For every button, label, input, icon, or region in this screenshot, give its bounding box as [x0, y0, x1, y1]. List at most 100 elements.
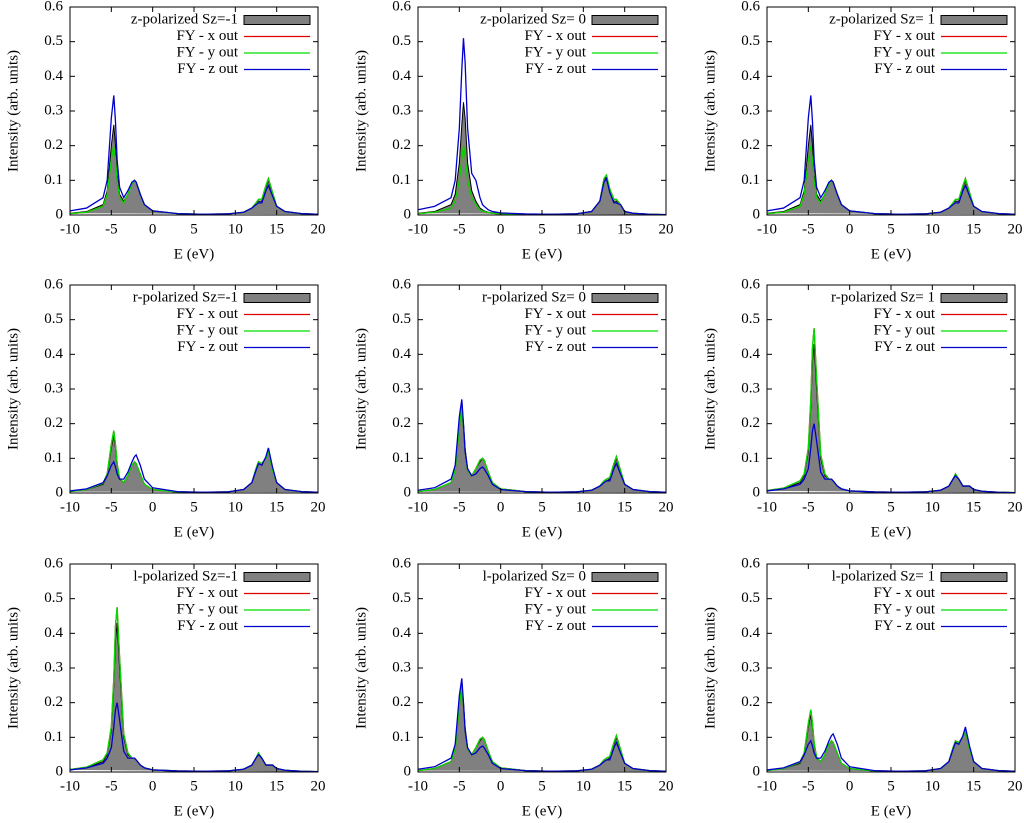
legend-swatch: [243, 293, 311, 303]
y-tick-label: 0.4: [44, 68, 63, 84]
y-tick-label: 0.3: [741, 102, 760, 118]
x-tick-label: -10: [60, 499, 80, 515]
x-axis-label: E (eV): [174, 803, 214, 819]
x-tick-label: -10: [757, 778, 777, 794]
x-tick-label: 20: [1008, 778, 1023, 794]
y-tick-label: 0.2: [392, 415, 411, 431]
x-tick-label: 0: [497, 499, 505, 515]
legend-label: r-polarized Sz= 0: [482, 289, 586, 305]
legend-label: z-polarized Sz=-1: [131, 11, 238, 27]
x-tick-label: 0: [846, 499, 854, 515]
legend-swatch: [591, 572, 659, 582]
y-tick-label: 0.2: [741, 415, 760, 431]
legend-label: FY - x out: [524, 28, 586, 44]
line: [766, 726, 1016, 772]
area: [766, 714, 1016, 772]
y-tick-label: 0.6: [392, 0, 411, 14]
x-tick-label: -5: [802, 221, 815, 237]
legend-label: FY - z out: [177, 61, 239, 77]
x-tick-label: -10: [60, 778, 80, 794]
legend-label: FY - z out: [874, 61, 936, 77]
y-tick-label: 0.3: [392, 380, 411, 396]
x-tick-label: 15: [966, 221, 981, 237]
legend-label: FY - y out: [873, 601, 935, 617]
legend-swatch: [940, 572, 1008, 582]
x-tick-label: 5: [887, 499, 895, 515]
legend-label: FY - x out: [176, 306, 238, 322]
y-tick-label: 0: [404, 763, 412, 779]
x-tick-label: 20: [659, 221, 674, 237]
y-tick-label: 0: [404, 206, 412, 222]
line: [766, 423, 1016, 494]
legend-label: FY - y out: [873, 322, 935, 338]
x-tick-label: 5: [538, 499, 546, 515]
x-tick-label: 15: [269, 221, 284, 237]
y-tick-label: 0.2: [392, 137, 411, 153]
x-axis-label: E (eV): [522, 246, 562, 262]
legend-label: FY - y out: [176, 322, 238, 338]
x-tick-label: 0: [149, 499, 157, 515]
legend-label: l-polarized Sz= 0: [483, 568, 586, 584]
legend-swatch: [243, 15, 311, 25]
x-tick-label: 10: [576, 499, 591, 515]
y-tick-label: 0.1: [392, 450, 411, 466]
y-tick-label: 0.1: [44, 729, 63, 745]
y-tick-label: 0.6: [741, 555, 760, 571]
y-tick-label: 0.5: [44, 311, 63, 327]
x-tick-label: -5: [802, 499, 815, 515]
x-tick-label: 20: [311, 221, 326, 237]
y-axis-label: Intensity (arb. units): [702, 50, 718, 172]
x-axis-label: E (eV): [522, 803, 562, 819]
y-tick-label: 0.1: [392, 729, 411, 745]
x-axis-label: E (eV): [871, 524, 911, 540]
x-tick-label: 20: [659, 499, 674, 515]
x-tick-label: 10: [576, 778, 591, 794]
x-tick-label: 15: [966, 499, 981, 515]
x-tick-label: 10: [925, 778, 940, 794]
y-tick-label: 0.2: [741, 137, 760, 153]
y-tick-label: 0.5: [392, 311, 411, 327]
legend-label: FY - y out: [524, 601, 586, 617]
legend-label: FY - x out: [176, 28, 238, 44]
x-tick-label: 0: [497, 221, 505, 237]
y-tick-label: 0.1: [741, 450, 760, 466]
x-tick-label: 0: [149, 221, 157, 237]
legend-swatch: [243, 572, 311, 582]
x-tick-label: -5: [453, 499, 466, 515]
y-tick-label: 0.3: [741, 659, 760, 675]
x-tick-label: 0: [497, 778, 505, 794]
y-tick-label: 0.3: [392, 659, 411, 675]
x-tick-label: 20: [311, 499, 326, 515]
legend-swatch: [591, 293, 659, 303]
area: [417, 681, 667, 772]
y-tick-label: 0.3: [44, 380, 63, 396]
legend-swatch: [940, 293, 1008, 303]
y-tick-label: 0.3: [392, 102, 411, 118]
y-tick-label: 0: [753, 763, 761, 779]
x-tick-label: 20: [1008, 221, 1023, 237]
y-tick-label: 0: [56, 763, 64, 779]
line: [417, 38, 667, 216]
y-tick-label: 0.2: [44, 415, 63, 431]
y-tick-label: 0.4: [741, 68, 760, 84]
x-tick-label: 10: [925, 221, 940, 237]
y-tick-label: 0.3: [44, 659, 63, 675]
legend-label: FY - y out: [176, 44, 238, 60]
y-tick-label: 0.6: [741, 276, 760, 292]
y-tick-label: 0.2: [44, 137, 63, 153]
x-tick-label: 15: [269, 499, 284, 515]
y-tick-label: 0.6: [392, 555, 411, 571]
legend-label: FY - z out: [874, 618, 936, 634]
y-axis-label: Intensity (arb. units): [702, 328, 718, 450]
y-axis-label: Intensity (arb. units): [5, 607, 21, 729]
legend-label: FY - y out: [176, 601, 238, 617]
x-tick-label: -5: [802, 778, 815, 794]
line: [766, 95, 1016, 215]
line: [417, 399, 667, 493]
y-tick-label: 0.6: [741, 0, 760, 14]
legend-label: FY - x out: [873, 28, 935, 44]
